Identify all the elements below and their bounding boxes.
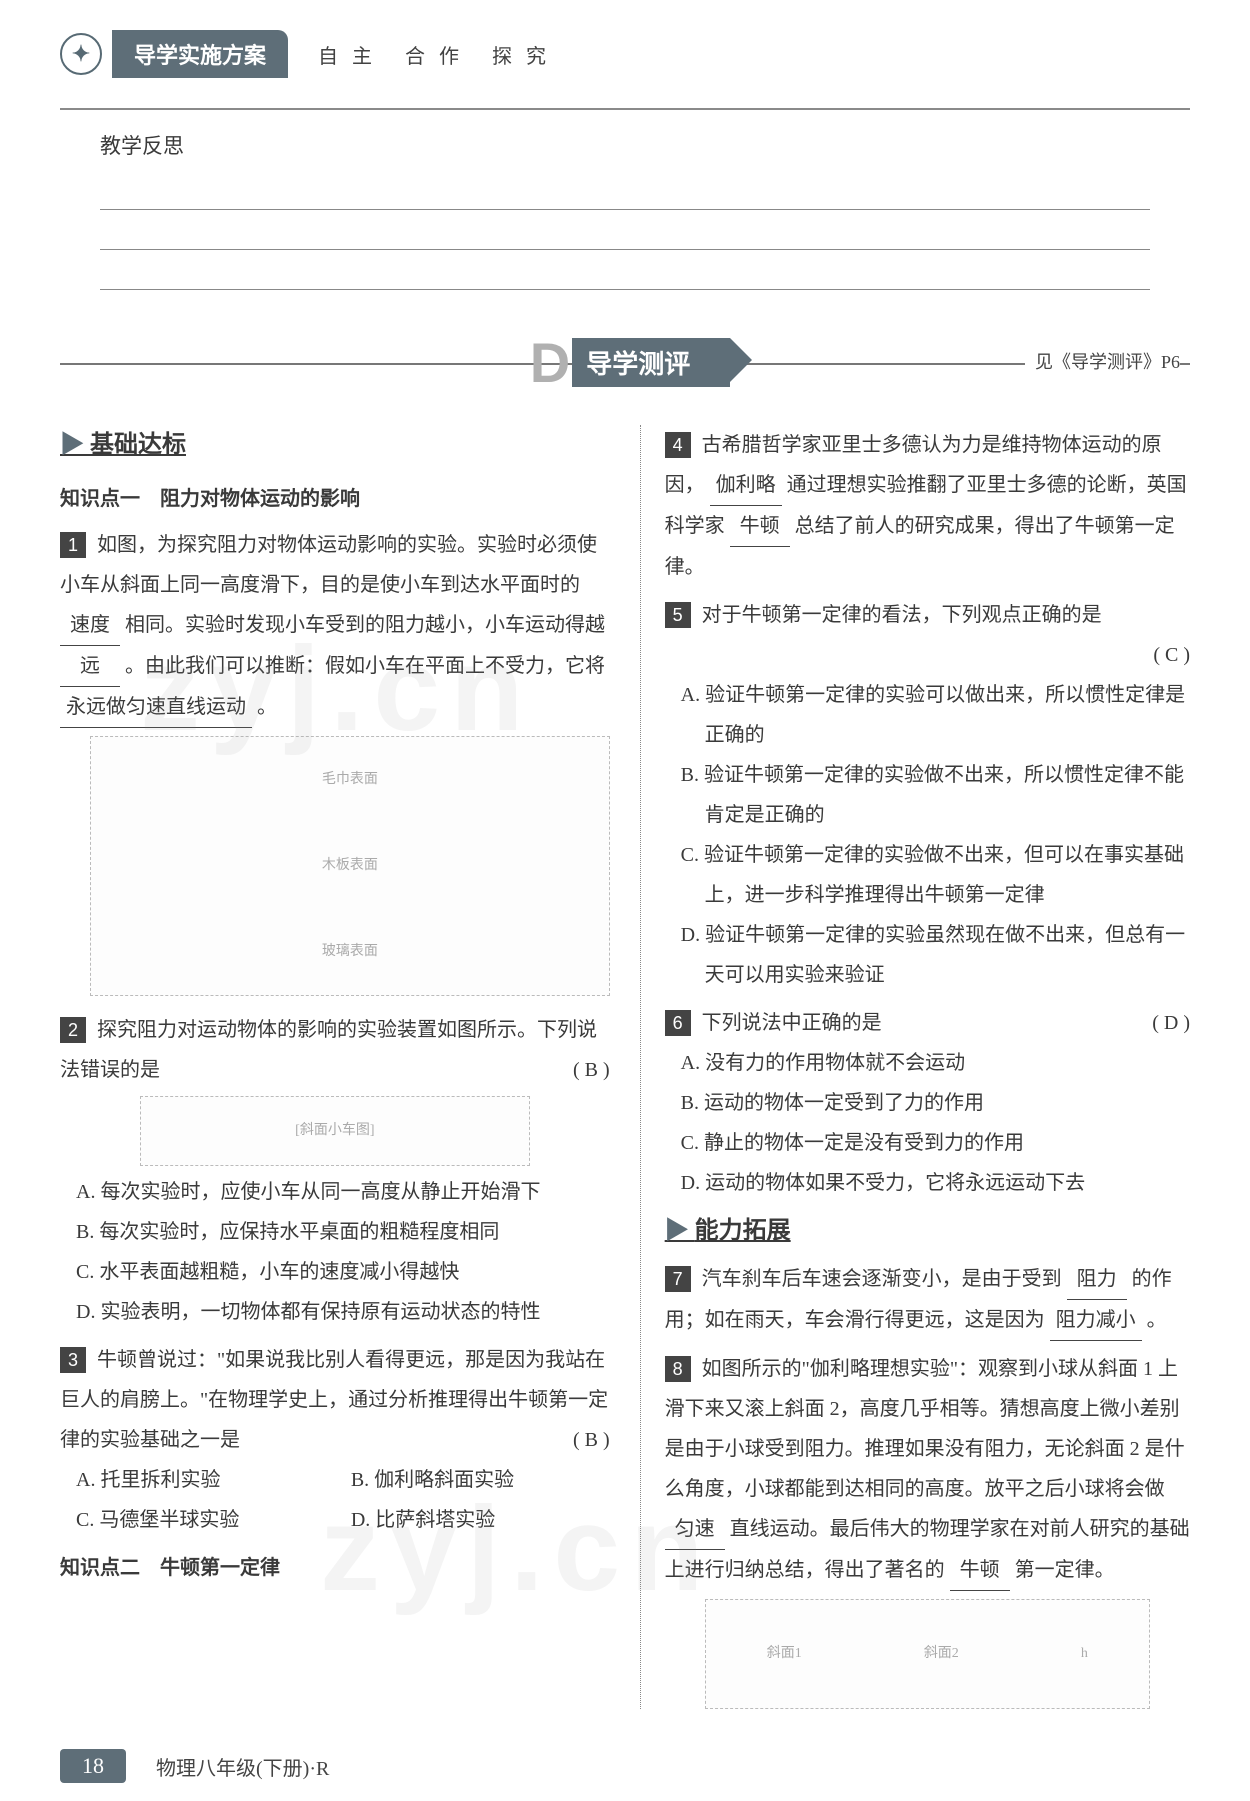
q2-opt-a: A. 每次实验时，应使小车从同一高度从静止开始滑下: [60, 1172, 610, 1212]
question-5: 5 对于牛顿第一定律的看法，下列观点正确的是 ( C ) A. 验证牛顿第一定律…: [665, 595, 1190, 995]
q2-opt-d: D. 实验表明，一切物体都有保持原有运动状态的特性: [60, 1292, 610, 1332]
logo-icon: ✦: [60, 33, 102, 75]
figure-q8: 斜面1 斜面2 h: [705, 1599, 1150, 1709]
footer-book: 物理八年级(下册)·R: [156, 1752, 329, 1781]
qnum-2: 2: [60, 1017, 86, 1043]
qnum-1: 1: [60, 532, 86, 558]
question-8: 8 如图所示的"伽利略理想实验"：观察到小球从斜面 1 上滑下来又滚上斜面 2，…: [665, 1349, 1190, 1591]
q7-blank-2: 阻力减小: [1050, 1300, 1142, 1341]
q6-opt-d: D. 运动的物体如果不受力，它将永远运动下去: [665, 1163, 1190, 1203]
q7-blank-1: 阻力: [1067, 1259, 1127, 1300]
reflection-label: 教学反思: [100, 130, 1190, 160]
qnum-3: 3: [60, 1347, 86, 1373]
q7-text-c: 。: [1147, 1309, 1167, 1331]
question-4: 4 古希腊哲学家亚里士多德认为力是维持物体运动的原因， 伽利略 通过理想实验推翻…: [665, 425, 1190, 587]
q1-blank-3: 永远做匀速直线运动: [60, 687, 252, 728]
q6-answer: ( D ): [1152, 1003, 1190, 1043]
header-tab: 导学实施方案: [112, 30, 288, 78]
q5-answer: ( C ): [1153, 635, 1190, 675]
q5-opt-d: D. 验证牛顿第一定律的实验虽然现在做不出来，但总有一天可以用实验来验证: [665, 915, 1190, 995]
header-rule: [60, 108, 1190, 110]
question-2: 2 探究阻力对运动物体的影响的实验装置如图所示。下列说法错误的是 ( B ) […: [60, 1010, 610, 1332]
reflection-lines: [100, 170, 1150, 290]
section-letter-d: D: [530, 330, 570, 395]
question-7: 7 汽车刹车后车速会逐渐变小，是由于受到 阻力 的作用；如在雨天，车会滑行得更远…: [665, 1259, 1190, 1341]
q5-opt-a: A. 验证牛顿第一定律的实验可以做出来，所以惯性定律是正确的: [665, 675, 1190, 755]
header-motto: 自主 合作 探究: [318, 40, 560, 69]
q5-opt-c: C. 验证牛顿第一定律的实验做不出来，但可以在事实基础上，进一步科学推理得出牛顿…: [665, 835, 1190, 915]
q5-opt-b: B. 验证牛顿第一定律的实验做不出来，所以惯性定律不能肯定是正确的: [665, 755, 1190, 835]
q8-text-c: 第一定律。: [1015, 1559, 1115, 1581]
q1-text-b: 相同。实验时发现小车受到的阻力越小，小车运动得越: [125, 614, 605, 636]
q2-stem: 探究阻力对运动物体的影响的实验装置如图所示。下列说法错误的是: [60, 1019, 597, 1081]
kpoint-1: 知识点一 阻力对物体运动的影响: [60, 479, 610, 519]
fig8-label-a: 斜面1: [767, 1634, 802, 1674]
q4-blank-1: 伽利略: [710, 465, 782, 506]
q3-stem: 牛顿曾说过："如果说我比别人看得更远，那是因为我站在巨人的肩膀上。"在物理学史上…: [60, 1349, 608, 1451]
q6-opt-a: A. 没有力的作用物体就不会运动: [665, 1043, 1190, 1083]
q6-opt-b: B. 运动的物体一定受到了力的作用: [665, 1083, 1190, 1123]
qnum-7: 7: [665, 1266, 691, 1292]
q6-opt-c: C. 静止的物体一定是没有受到力的作用: [665, 1123, 1190, 1163]
question-6: 6 下列说法中正确的是 ( D ) A. 没有力的作用物体就不会运动 B. 运动…: [665, 1003, 1190, 1203]
right-column: 4 古希腊哲学家亚里士多德认为力是维持物体运动的原因， 伽利略 通过理想实验推翻…: [640, 425, 1190, 1709]
figure-q1: 毛巾表面 木板表面 玻璃表面: [90, 736, 610, 996]
subhead-basic: 基础达标: [60, 425, 186, 465]
q3-opt-a: A. 托里拆利实验: [60, 1460, 335, 1500]
footer: 18 物理八年级(下册)·R: [60, 1749, 329, 1783]
q2-opt-c: C. 水平表面越粗糙，小车的速度减小得越快: [60, 1252, 610, 1292]
figure-q2: [斜面小车图]: [140, 1096, 530, 1166]
qnum-6: 6: [665, 1010, 691, 1036]
left-column: 基础达标 知识点一 阻力对物体运动的影响 1 如图，为探究阻力对物体运动影响的实…: [60, 425, 610, 1709]
content-columns: 基础达标 知识点一 阻力对物体运动的影响 1 如图，为探究阻力对物体运动影响的实…: [60, 425, 1190, 1709]
question-3: 3 牛顿曾说过："如果说我比别人看得更远，那是因为我站在巨人的肩膀上。"在物理学…: [60, 1340, 610, 1540]
kpoint-2: 知识点二 牛顿第一定律: [60, 1548, 610, 1588]
q1-text-a: 如图，为探究阻力对物体运动影响的实验。实验时必须使小车从斜面上同一高度滑下，目的…: [60, 534, 597, 596]
fig1-label-b: 木板表面: [91, 846, 609, 886]
section-d-title: 导学测评: [572, 338, 730, 387]
section-d-header: D 导学测评 见《导学测评》P6: [60, 330, 1190, 395]
fig8-label-h: h: [1081, 1634, 1088, 1674]
subhead-ability: 能力拓展: [665, 1211, 791, 1251]
q2-answer: ( B ): [573, 1050, 610, 1090]
q3-opt-d: D. 比萨斜塔实验: [335, 1500, 610, 1540]
q8-text-a: 如图所示的"伽利略理想实验"：观察到小球从斜面 1 上滑下来又滚上斜面 2，高度…: [665, 1358, 1185, 1500]
page-number: 18: [60, 1749, 126, 1783]
fig8-label-b: 斜面2: [924, 1634, 959, 1674]
q1-blank-1: 速度: [60, 605, 120, 646]
q1-blank-2: 远: [60, 646, 120, 687]
q4-blank-2: 牛顿: [730, 506, 790, 547]
fig1-label-c: 玻璃表面: [91, 932, 609, 972]
q7-text-a: 汽车刹车后车速会逐渐变小，是由于受到: [702, 1268, 1062, 1290]
fig1-label-a: 毛巾表面: [91, 760, 609, 800]
q8-blank-1: 匀速: [665, 1509, 725, 1550]
q3-opt-c: C. 马德堡半球实验: [60, 1500, 335, 1540]
section-d-ref: 见《导学测评》P6: [1025, 348, 1180, 374]
q8-blank-2: 牛顿: [950, 1550, 1010, 1591]
q3-opt-b: B. 伽利略斜面实验: [335, 1460, 610, 1500]
q1-text-c: 。由此我们可以推断：假如小车在平面上不受力，它将: [125, 655, 605, 677]
q6-stem: 下列说法中正确的是: [702, 1012, 882, 1034]
q3-answer: ( B ): [573, 1420, 610, 1460]
q2-opt-b: B. 每次实验时，应保持水平桌面的粗糙程度相同: [60, 1212, 610, 1252]
question-1: 1 如图，为探究阻力对物体运动影响的实验。实验时必须使小车从斜面上同一高度滑下，…: [60, 525, 610, 728]
q1-text-d: 。: [257, 696, 277, 718]
q5-stem: 对于牛顿第一定律的看法，下列观点正确的是: [702, 604, 1102, 626]
qnum-8: 8: [665, 1356, 691, 1382]
header-banner: ✦ 导学实施方案 自主 合作 探究: [60, 30, 1190, 78]
qnum-4: 4: [665, 432, 691, 458]
qnum-5: 5: [665, 602, 691, 628]
